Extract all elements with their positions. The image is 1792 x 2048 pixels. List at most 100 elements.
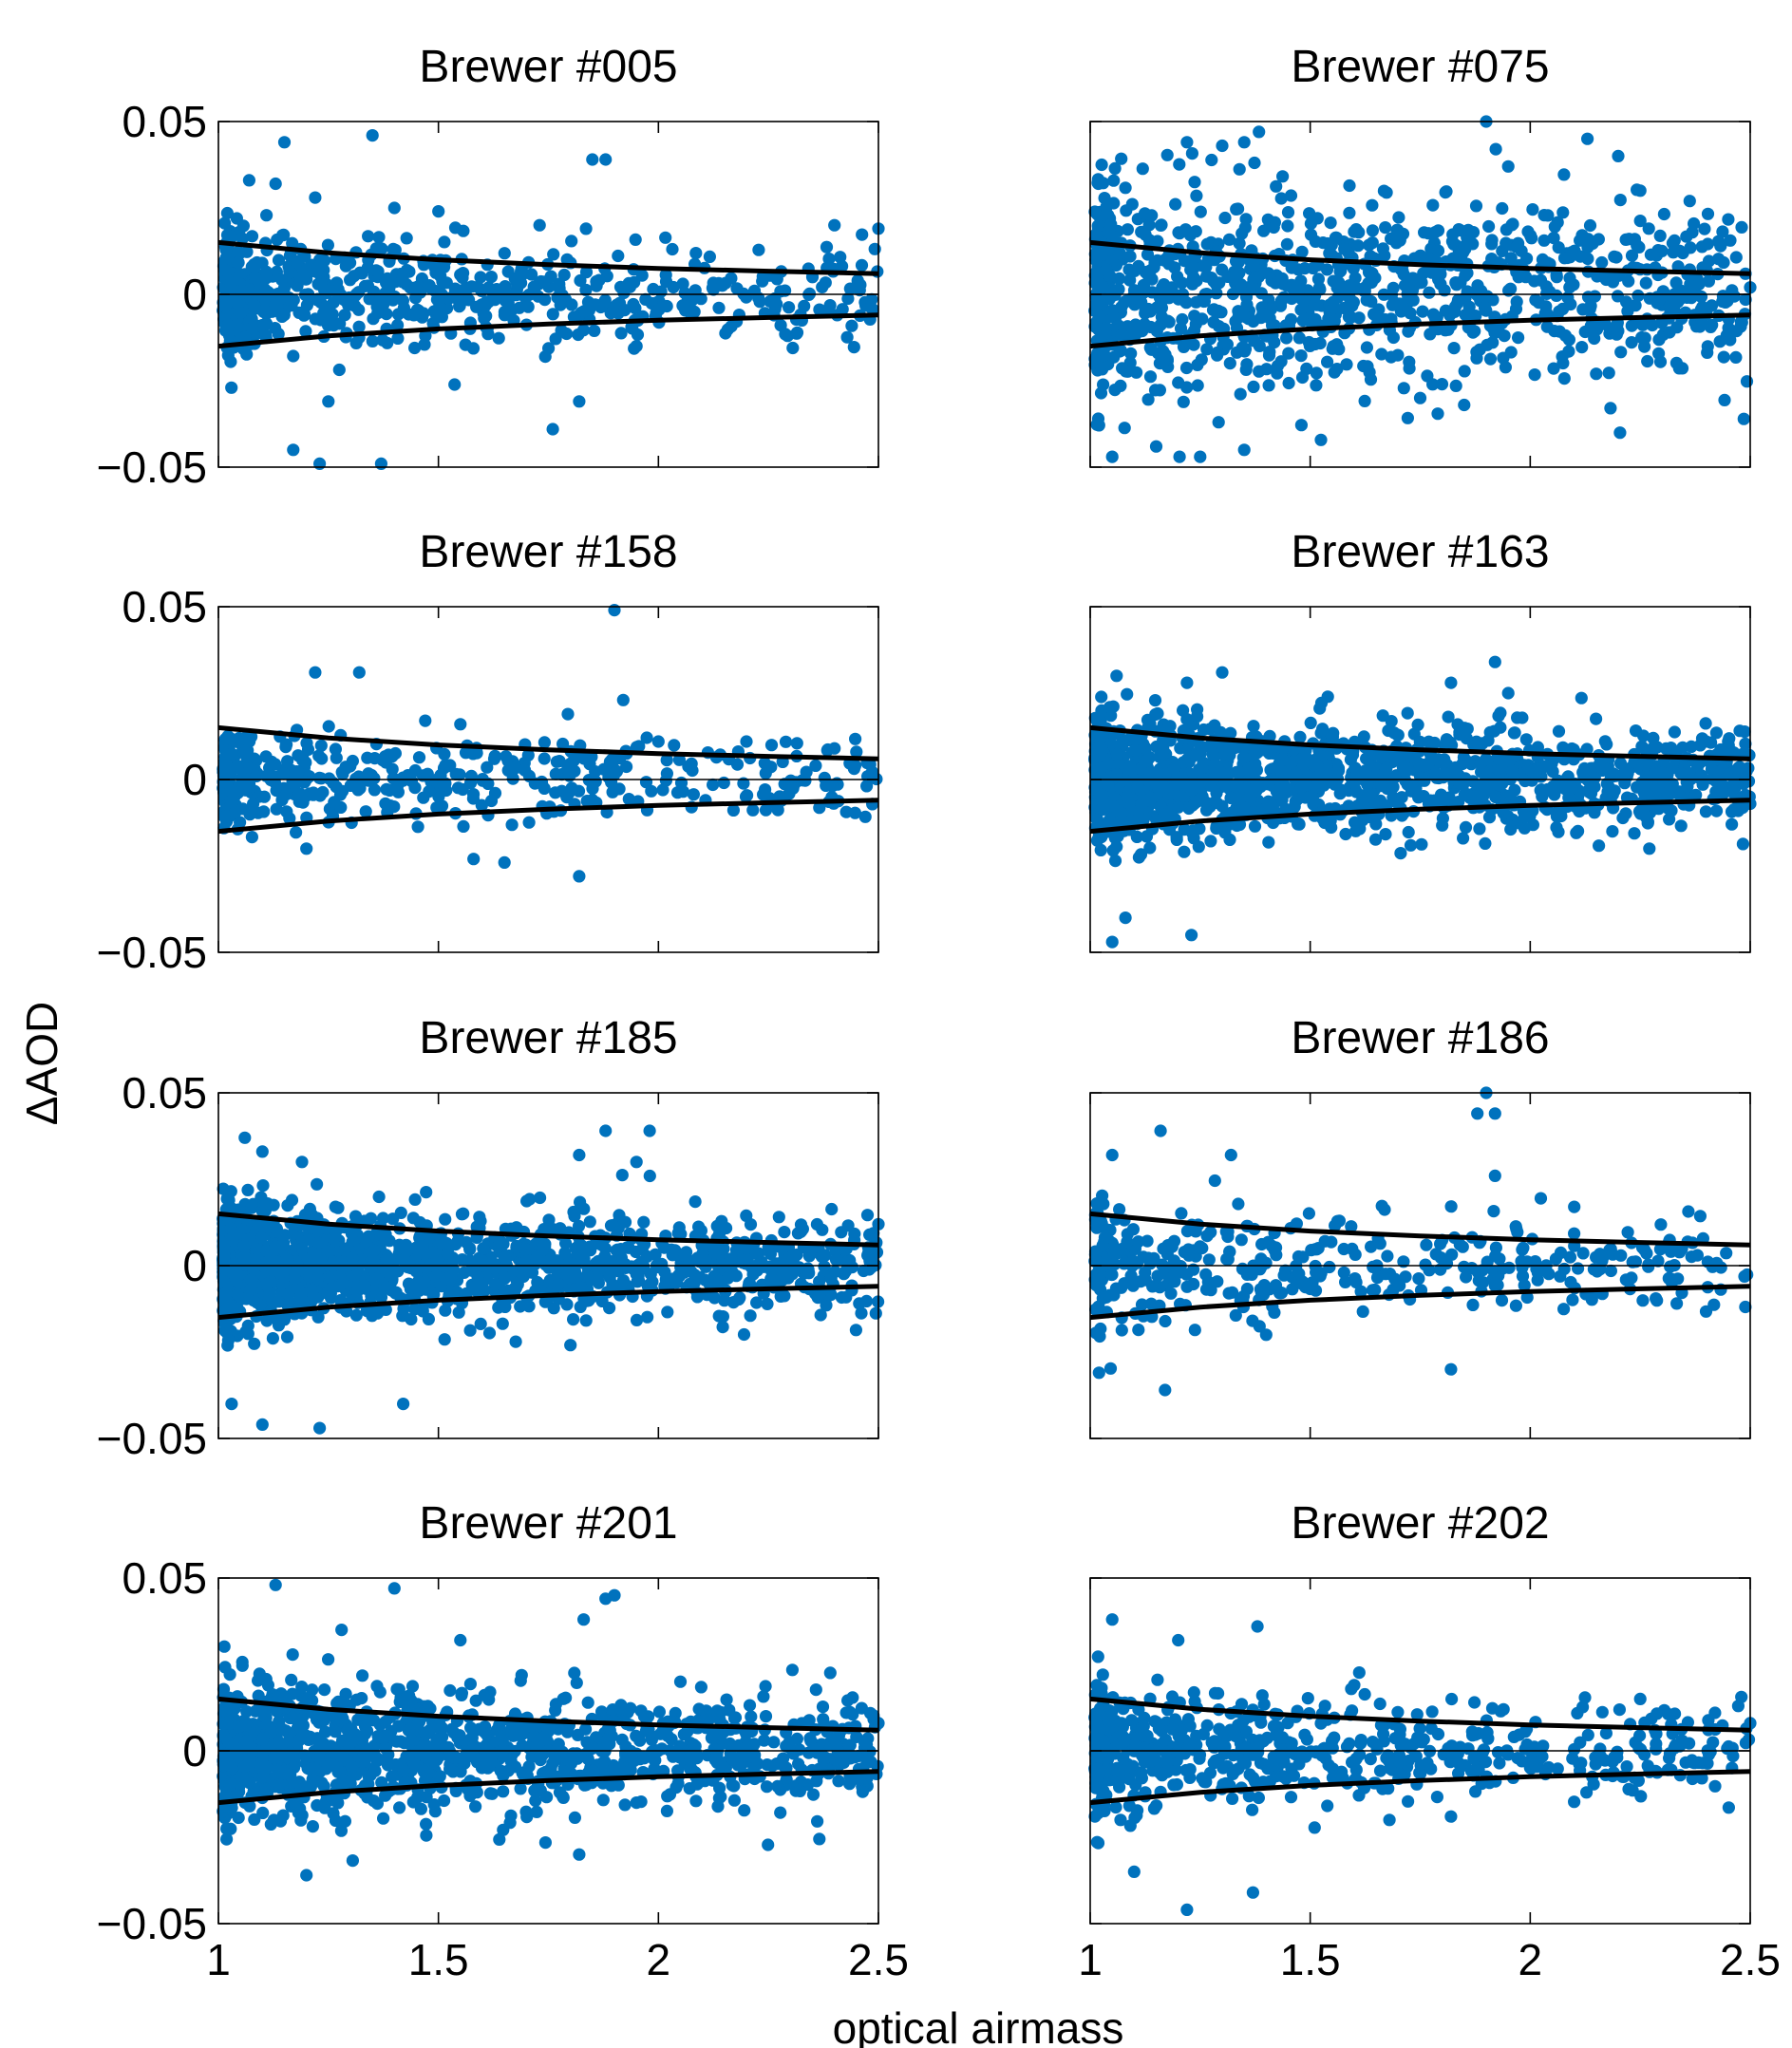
y-tick-label: −0.05 (97, 928, 207, 977)
data-point (245, 230, 259, 243)
data-point (1733, 724, 1746, 738)
data-point (1614, 346, 1628, 359)
data-point (1636, 804, 1650, 817)
data-point (1280, 331, 1293, 345)
data-point (1590, 367, 1603, 381)
data-point (1212, 320, 1226, 333)
data-point (1236, 309, 1251, 322)
data-point (459, 338, 472, 351)
data-point (626, 322, 639, 335)
data-point (1097, 378, 1110, 391)
data-point (1426, 198, 1440, 212)
data-point (1100, 200, 1113, 214)
data-point (1469, 199, 1483, 213)
data-point (1684, 277, 1697, 291)
data-point (858, 810, 872, 823)
data-point (542, 342, 556, 355)
data-point (1275, 753, 1289, 766)
data-point (1659, 742, 1672, 756)
data-point (484, 794, 499, 808)
data-point (423, 785, 436, 799)
data-point (1262, 379, 1275, 392)
data-point (1294, 419, 1308, 432)
data-point (300, 842, 313, 855)
data-point (746, 803, 760, 817)
data-point (770, 297, 783, 310)
data-point (1103, 701, 1117, 714)
data-point (1401, 411, 1414, 424)
data-point (1142, 218, 1156, 232)
data-point (220, 206, 234, 220)
data-point (286, 236, 299, 250)
data-point (1108, 855, 1122, 868)
data-point (1462, 300, 1476, 313)
data-point (756, 274, 769, 288)
data-point (1142, 304, 1156, 317)
data-point (429, 309, 443, 322)
data-point (1169, 197, 1182, 211)
data-point (396, 272, 409, 285)
data-point (1612, 149, 1625, 162)
data-point (498, 855, 511, 870)
data-point (1156, 746, 1169, 761)
data-point (1300, 362, 1313, 375)
data-point (1293, 730, 1307, 744)
data-point (1110, 748, 1124, 761)
data-point (1628, 827, 1641, 840)
data-point (1586, 236, 1599, 251)
data-point (1431, 244, 1445, 257)
data-point (1194, 450, 1207, 463)
data-point (869, 1306, 882, 1320)
data-point (1093, 293, 1106, 307)
data-point (1505, 218, 1518, 232)
data-point (1253, 125, 1266, 139)
data-point (1222, 233, 1236, 246)
data-point (411, 820, 424, 834)
data-point (1625, 336, 1638, 349)
data-point (240, 750, 254, 763)
data-point (1528, 274, 1541, 288)
data-point (562, 786, 575, 799)
data-point (1366, 224, 1379, 237)
data-point (1155, 218, 1168, 232)
data-point (1167, 761, 1181, 776)
data-point (730, 758, 745, 771)
data-point (362, 230, 375, 243)
data-point (419, 329, 432, 343)
data-point (1248, 156, 1261, 170)
data-point (1179, 296, 1193, 310)
data-point (259, 317, 274, 330)
data-point (260, 209, 274, 222)
data-point (574, 273, 587, 288)
data-point (849, 1324, 863, 1337)
data-point (521, 300, 535, 313)
data-point (448, 378, 462, 391)
data-point (1473, 822, 1486, 836)
data-point (1493, 778, 1506, 792)
data-point (1105, 935, 1119, 949)
data-point (219, 758, 233, 771)
data-point (1122, 263, 1136, 276)
data-point (1500, 236, 1513, 250)
data-point (1247, 380, 1260, 393)
data-point (1360, 341, 1373, 354)
data-point (366, 129, 379, 142)
data-point (532, 290, 545, 303)
data-point (1471, 279, 1484, 292)
data-point (1464, 322, 1478, 335)
data-point (1270, 179, 1283, 193)
data-point (639, 776, 653, 789)
data-point (322, 395, 335, 408)
data-point (290, 826, 303, 839)
data-point (809, 759, 822, 773)
data-point (1132, 259, 1145, 272)
data-point (580, 795, 594, 808)
data-point (547, 248, 560, 261)
data-point (265, 305, 278, 318)
data-point (388, 746, 402, 761)
data-point (412, 751, 426, 764)
data-point (641, 1310, 654, 1324)
data-point (1413, 249, 1426, 263)
data-point (1550, 289, 1563, 302)
scatter-points (217, 604, 883, 883)
